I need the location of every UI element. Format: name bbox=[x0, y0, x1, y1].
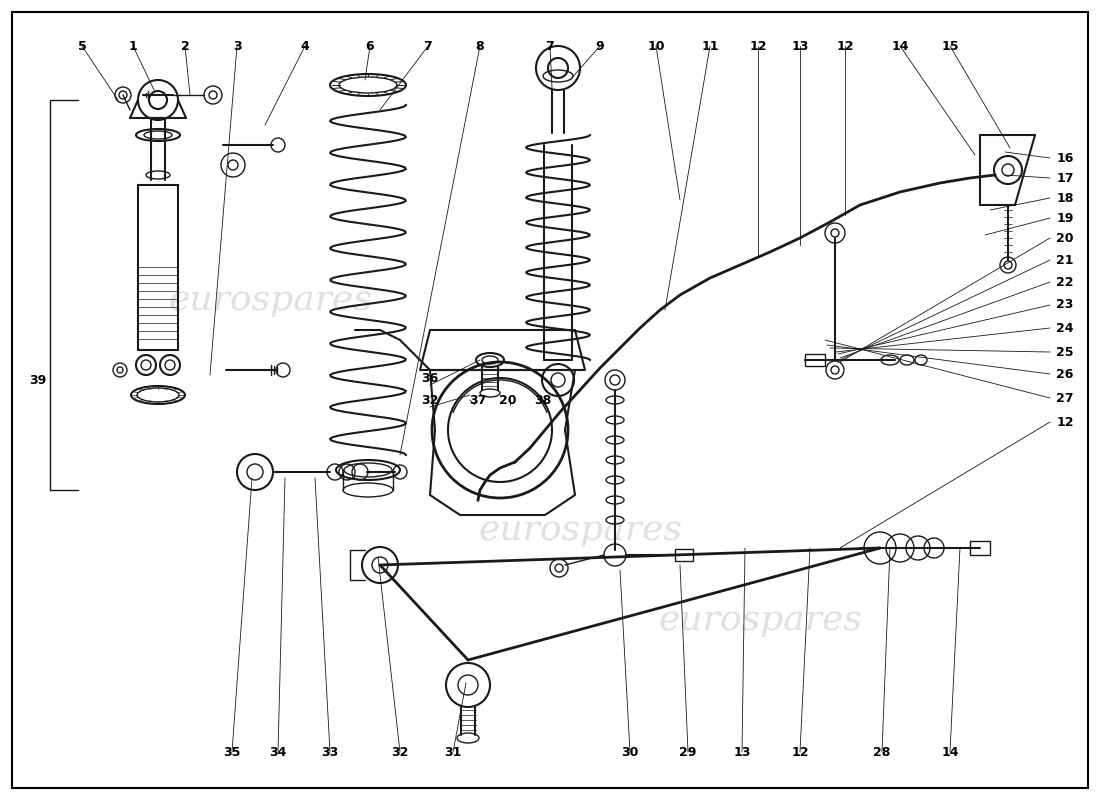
Text: 8: 8 bbox=[475, 39, 484, 53]
Text: 31: 31 bbox=[444, 746, 462, 758]
Text: 32: 32 bbox=[392, 746, 409, 758]
Bar bbox=[138, 185, 178, 350]
Text: 30: 30 bbox=[621, 746, 639, 758]
Bar bbox=[805, 354, 825, 366]
Bar bbox=[970, 541, 990, 555]
Text: 16: 16 bbox=[1056, 151, 1074, 165]
Text: 18: 18 bbox=[1056, 191, 1074, 205]
Text: 10: 10 bbox=[647, 39, 664, 53]
Text: 36: 36 bbox=[421, 371, 439, 385]
Text: 25: 25 bbox=[1056, 346, 1074, 358]
Text: 7: 7 bbox=[546, 39, 554, 53]
Text: 4: 4 bbox=[300, 39, 309, 53]
Text: 22: 22 bbox=[1056, 275, 1074, 289]
Text: 14: 14 bbox=[942, 746, 959, 758]
Text: 2: 2 bbox=[180, 39, 189, 53]
Text: 12: 12 bbox=[749, 39, 767, 53]
Text: eurospares: eurospares bbox=[478, 513, 682, 547]
Text: 20: 20 bbox=[499, 394, 517, 406]
Text: 21: 21 bbox=[1056, 254, 1074, 266]
Text: 37: 37 bbox=[470, 394, 486, 406]
Text: 29: 29 bbox=[680, 746, 696, 758]
Text: 28: 28 bbox=[873, 746, 891, 758]
Text: eurospares: eurospares bbox=[168, 283, 372, 317]
Text: 26: 26 bbox=[1056, 367, 1074, 381]
Text: 3: 3 bbox=[233, 39, 241, 53]
Text: 7: 7 bbox=[424, 39, 432, 53]
Text: 20: 20 bbox=[1056, 231, 1074, 245]
Text: 12: 12 bbox=[791, 746, 808, 758]
Text: 23: 23 bbox=[1056, 298, 1074, 311]
Text: 19: 19 bbox=[1056, 211, 1074, 225]
Text: 5: 5 bbox=[78, 39, 87, 53]
Text: 15: 15 bbox=[942, 39, 959, 53]
Text: 13: 13 bbox=[734, 746, 750, 758]
Text: 6: 6 bbox=[365, 39, 374, 53]
Text: 38: 38 bbox=[535, 394, 551, 406]
Text: 13: 13 bbox=[791, 39, 808, 53]
Text: 9: 9 bbox=[596, 39, 604, 53]
Text: 33: 33 bbox=[321, 746, 339, 758]
Text: 14: 14 bbox=[891, 39, 909, 53]
Text: 12: 12 bbox=[1056, 415, 1074, 429]
Text: 39: 39 bbox=[30, 374, 46, 386]
Text: 12: 12 bbox=[836, 39, 854, 53]
Text: 35: 35 bbox=[223, 746, 241, 758]
Text: 32: 32 bbox=[421, 394, 439, 406]
Text: 11: 11 bbox=[702, 39, 718, 53]
Text: 1: 1 bbox=[129, 39, 138, 53]
Text: 27: 27 bbox=[1056, 391, 1074, 405]
Text: 24: 24 bbox=[1056, 322, 1074, 334]
Bar bbox=[675, 549, 693, 561]
Text: eurospares: eurospares bbox=[658, 603, 862, 637]
Text: 34: 34 bbox=[270, 746, 287, 758]
Text: 17: 17 bbox=[1056, 171, 1074, 185]
